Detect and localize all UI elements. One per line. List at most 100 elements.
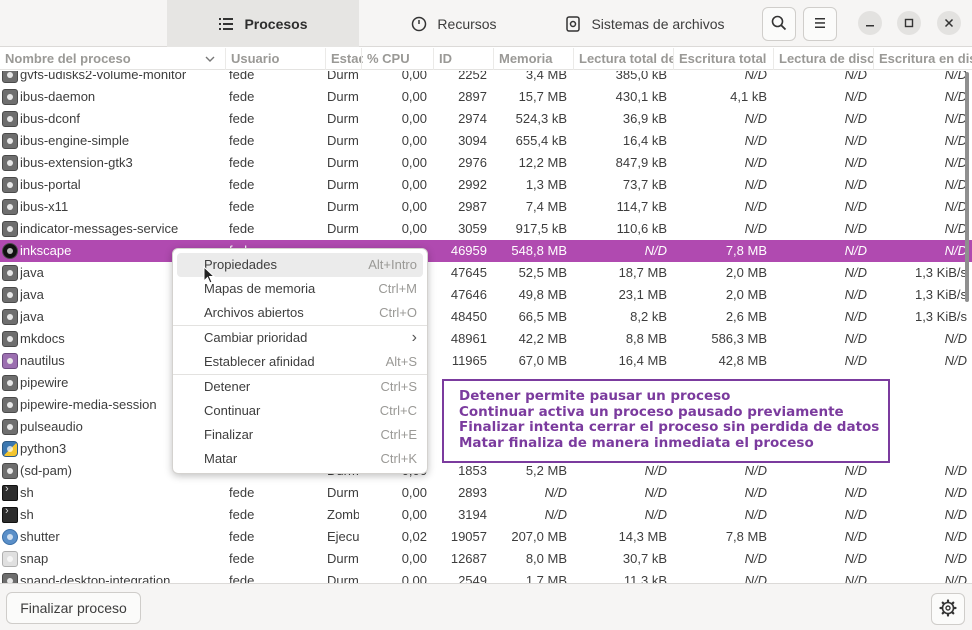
tab-label: Procesos bbox=[244, 15, 308, 32]
cell-id: 3059 bbox=[458, 221, 487, 236]
cell-wd: N/D bbox=[944, 243, 967, 258]
table-row[interactable]: sh fede Zombi 0,00 3194 N/D N/D N/D N/D N/D bbox=[0, 504, 972, 526]
menu-separator bbox=[173, 325, 427, 326]
cell-wtot: 2,0 MB bbox=[725, 265, 767, 280]
column-escritura-disco[interactable]: Escritura en disco bbox=[873, 48, 972, 70]
search-button[interactable] bbox=[762, 7, 796, 41]
table-row[interactable]: nautilus 11965 67,0 MB 16,4 MB 42,8 MB N/D N/D bbox=[0, 350, 972, 372]
cell-user: fede bbox=[229, 485, 255, 500]
table-row[interactable]: snapd-desktop-integration fede Durmiendo 0,… bbox=[0, 570, 972, 583]
footer-bar: Finalizar proceso bbox=[0, 583, 972, 630]
column-label: Usuario bbox=[231, 51, 280, 66]
column-escritura-total[interactable]: Escritura total bbox=[673, 48, 773, 70]
cell-wtot: N/D bbox=[744, 463, 767, 478]
cell-mem: 655,4 kB bbox=[515, 133, 567, 148]
cell-rd: N/D bbox=[844, 155, 867, 170]
table-row[interactable]: inkscapefede46959548,8 MBN/D7,8 MBN/DN/D bbox=[0, 240, 972, 262]
cell-cpu: 0,00 bbox=[401, 485, 427, 500]
end-process-button[interactable]: Finalizar proceso bbox=[6, 592, 141, 624]
table-row[interactable]: ibus-portal fede Durmiendo 0,00 2992 1,3 MB 73… bbox=[0, 174, 972, 196]
snap-icon bbox=[2, 551, 18, 567]
column-estado[interactable]: Estado bbox=[325, 48, 363, 70]
cell-user: fede bbox=[229, 177, 255, 192]
cell-rtot: 23,1 MB bbox=[618, 287, 667, 302]
table-row[interactable]: pipewire bbox=[0, 372, 972, 394]
cell-wd: N/D bbox=[944, 89, 967, 104]
table-row[interactable]: shutter fede Ejecutando 0,02 19057 207,0 MB 14… bbox=[0, 526, 972, 548]
menu-item-accel: Alt+S bbox=[385, 354, 417, 369]
cell-cpu: 0,00 bbox=[401, 551, 427, 566]
settings-button[interactable] bbox=[931, 593, 965, 625]
cell-rtot: 16,4 MB bbox=[618, 353, 667, 368]
menu-item-accel: Ctrl+K bbox=[380, 451, 417, 466]
table-row[interactable]: ibus-daemon fede Durmiendo 0,00 2897 15,7 MB 4… bbox=[0, 86, 972, 108]
cell-cpu: 0,00 bbox=[401, 89, 427, 104]
table-row[interactable]: ibus-x11 fede Durmiendo 0,00 2987 7,4 MB 114,7… bbox=[0, 196, 972, 218]
cell-rd: N/D bbox=[844, 265, 867, 280]
table-row[interactable]: java 47645 52,5 MB 18,7 MB 2,0 MB N/D 1,3 KiB/… bbox=[0, 262, 972, 284]
cell-mem: 67,0 MB bbox=[518, 353, 567, 368]
cell-name: ibus-engine-simple bbox=[20, 133, 130, 148]
table-row[interactable]: gvfs-udisks2-volume-monitor fede Durmiendo… bbox=[0, 71, 972, 86]
minimize-button[interactable] bbox=[858, 11, 882, 35]
cell-user: fede bbox=[229, 507, 255, 522]
cell-mem: 66,5 MB bbox=[518, 309, 567, 324]
table-row[interactable]: sh fede Durmiendo 0,00 2893 N/D N/D N/D N/D N/D bbox=[0, 482, 972, 504]
close-button[interactable] bbox=[937, 11, 961, 35]
column-lectura-disco[interactable]: Lectura de disco bbox=[773, 48, 873, 70]
menu-item-detener[interactable]: Detener Ctrl+S bbox=[177, 375, 423, 399]
menu-item-mapas-de-memoria[interactable]: Mapas de memoria Ctrl+M bbox=[177, 277, 423, 301]
cell-user: fede bbox=[229, 529, 255, 544]
cell-mem: 42,2 MB bbox=[518, 331, 567, 346]
menu-item-finalizar[interactable]: Finalizar Ctrl+E bbox=[177, 423, 423, 447]
cell-rd: N/D bbox=[844, 485, 867, 500]
column-nombre[interactable]: Nombre del proceso bbox=[0, 48, 225, 70]
menu-item-matar[interactable]: Matar Ctrl+K bbox=[177, 447, 423, 471]
menu-item-accel: Ctrl+S bbox=[380, 379, 417, 394]
annotation-box: Detener permite pausar un proceso Contin… bbox=[442, 379, 890, 463]
menu-item-continuar[interactable]: Continuar Ctrl+C bbox=[177, 399, 423, 423]
cell-rd: N/D bbox=[844, 199, 867, 214]
table-row[interactable]: java 47646 49,8 MB 23,1 MB 2,0 MB N/D 1,3 KiB/… bbox=[0, 284, 972, 306]
cell-rtot: 8,2 kB bbox=[630, 309, 667, 324]
header-bar: Procesos Recursos Sistemas de archivos bbox=[0, 0, 972, 47]
hamburger-icon bbox=[813, 17, 827, 32]
cell-name: ibus-extension-gtk3 bbox=[20, 155, 133, 170]
cell-id: 2987 bbox=[458, 199, 487, 214]
menu-item-cambiar-prioridad[interactable]: Cambiar prioridad › bbox=[177, 326, 423, 350]
cell-cpu: 0,00 bbox=[401, 573, 427, 583]
column-id[interactable]: ID bbox=[433, 48, 493, 70]
tab-recursos[interactable]: Recursos bbox=[359, 0, 549, 47]
python-icon bbox=[2, 441, 18, 457]
table-row[interactable]: ibus-extension-gtk3 fede Durmiendo 0,00 2976… bbox=[0, 152, 972, 174]
process-gear-icon bbox=[2, 573, 18, 583]
menu-button[interactable] bbox=[803, 7, 837, 41]
table-row[interactable]: ibus-dconf fede Durmiendo 0,00 2974 524,3 kB 3… bbox=[0, 108, 972, 130]
column-lectura-total[interactable]: Lectura total de disco bbox=[573, 48, 673, 70]
column-header: Nombre del proceso Usuario Estado % CPU … bbox=[0, 48, 972, 70]
process-gear-icon bbox=[2, 221, 18, 237]
menu-item-label: Finalizar bbox=[204, 427, 254, 442]
column-memoria[interactable]: Memoria bbox=[493, 48, 573, 70]
table-row[interactable]: pulseaudio bbox=[0, 416, 972, 438]
maximize-button[interactable] bbox=[897, 11, 921, 35]
table-row[interactable]: pipewire-media-session bbox=[0, 394, 972, 416]
cell-mem: 917,5 kB bbox=[515, 221, 567, 236]
table-row[interactable]: mkdocs 48961 42,2 MB 8,8 MB 586,3 MB N/D N/D bbox=[0, 328, 972, 350]
tab-procesos[interactable]: Procesos bbox=[167, 0, 359, 47]
menu-item-archivos-abiertos[interactable]: Archivos abiertos Ctrl+O bbox=[177, 301, 423, 325]
table-row[interactable]: (sd-pam)Durmiendo0,0018535,2 MBN/DN/DN/D… bbox=[0, 460, 972, 482]
cell-user: fede bbox=[229, 155, 255, 170]
table-row[interactable]: ibus-engine-simple fede Durmiendo 0,00 3094 6… bbox=[0, 130, 972, 152]
column-cpu[interactable]: % CPU bbox=[361, 48, 433, 70]
menu-item-establecer-afinidad[interactable]: Establecer afinidad Alt+S bbox=[177, 350, 423, 374]
column-usuario[interactable]: Usuario bbox=[225, 48, 325, 70]
table-row[interactable]: indicator-messages-service fede Durmiendo 0… bbox=[0, 218, 972, 240]
table-row[interactable]: snap fede Durmiendo 0,00 12687 8,0 MB 30,7 kB N… bbox=[0, 548, 972, 570]
table-row[interactable]: python3 bbox=[0, 438, 972, 460]
tab-sistemas-de-archivos[interactable]: Sistemas de archivos bbox=[549, 0, 741, 47]
scrollbar[interactable] bbox=[965, 72, 969, 302]
table-row[interactable]: java 48450 66,5 MB 8,2 kB 2,6 MB N/D 1,3 KiB/s bbox=[0, 306, 972, 328]
inkscape-icon bbox=[2, 243, 18, 259]
menu-item-propiedades[interactable]: Propiedades Alt+Intro bbox=[177, 253, 423, 277]
